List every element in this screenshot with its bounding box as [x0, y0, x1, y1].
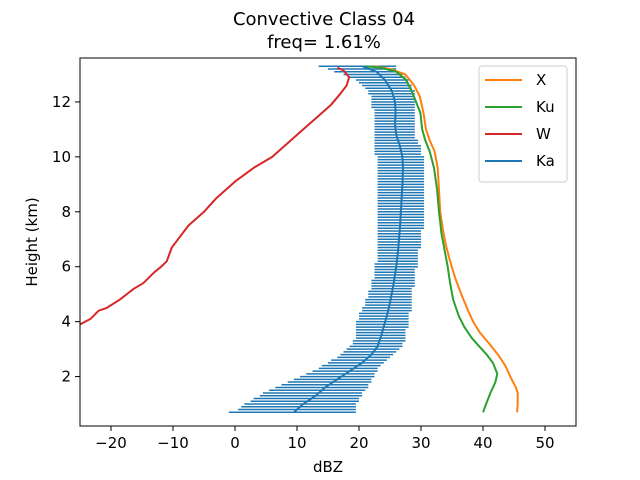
legend-label-x: X: [536, 71, 546, 89]
chart-title-line-2: freq= 1.61%: [267, 32, 381, 53]
y-tick-label: 2: [61, 368, 71, 386]
series-line-x: [374, 65, 519, 413]
x-tick-label: −20: [95, 434, 127, 452]
x-axis-ticks: −20 −10 0 10 20 30 40 50: [95, 426, 555, 452]
chart-title-line-1: Convective Class 04: [233, 9, 415, 30]
x-tick-label: 10: [287, 434, 306, 452]
series-line-ka: [293, 65, 404, 414]
x-tick-label: 40: [473, 434, 492, 452]
x-tick-label: 30: [411, 434, 430, 452]
x-tick-label: −10: [157, 434, 189, 452]
legend-box: [478, 65, 568, 183]
series-line-w: [80, 66, 351, 326]
legend: X Ku W Ka: [478, 65, 568, 183]
y-axis-label: Height (km): [23, 197, 41, 286]
x-tick-label: 50: [535, 434, 554, 452]
series-line-ku: [365, 65, 499, 413]
y-axis-ticks: 2 4 6 8 10 12: [52, 93, 80, 386]
y-tick-label: 4: [61, 313, 71, 331]
y-tick-label: 8: [61, 203, 71, 221]
y-tick-label: 10: [52, 148, 71, 166]
y-tick-label: 6: [61, 258, 71, 276]
x-axis-label: dBZ: [313, 458, 343, 476]
legend-label-ka: Ka: [536, 152, 555, 170]
y-tick-label: 12: [52, 93, 71, 111]
x-tick-label: 0: [230, 434, 240, 452]
series-lines: [80, 65, 519, 414]
legend-label-w: W: [536, 125, 551, 143]
legend-label-ku: Ku: [536, 98, 555, 116]
plot-frame: [79, 57, 577, 427]
x-tick-label: 20: [349, 434, 368, 452]
